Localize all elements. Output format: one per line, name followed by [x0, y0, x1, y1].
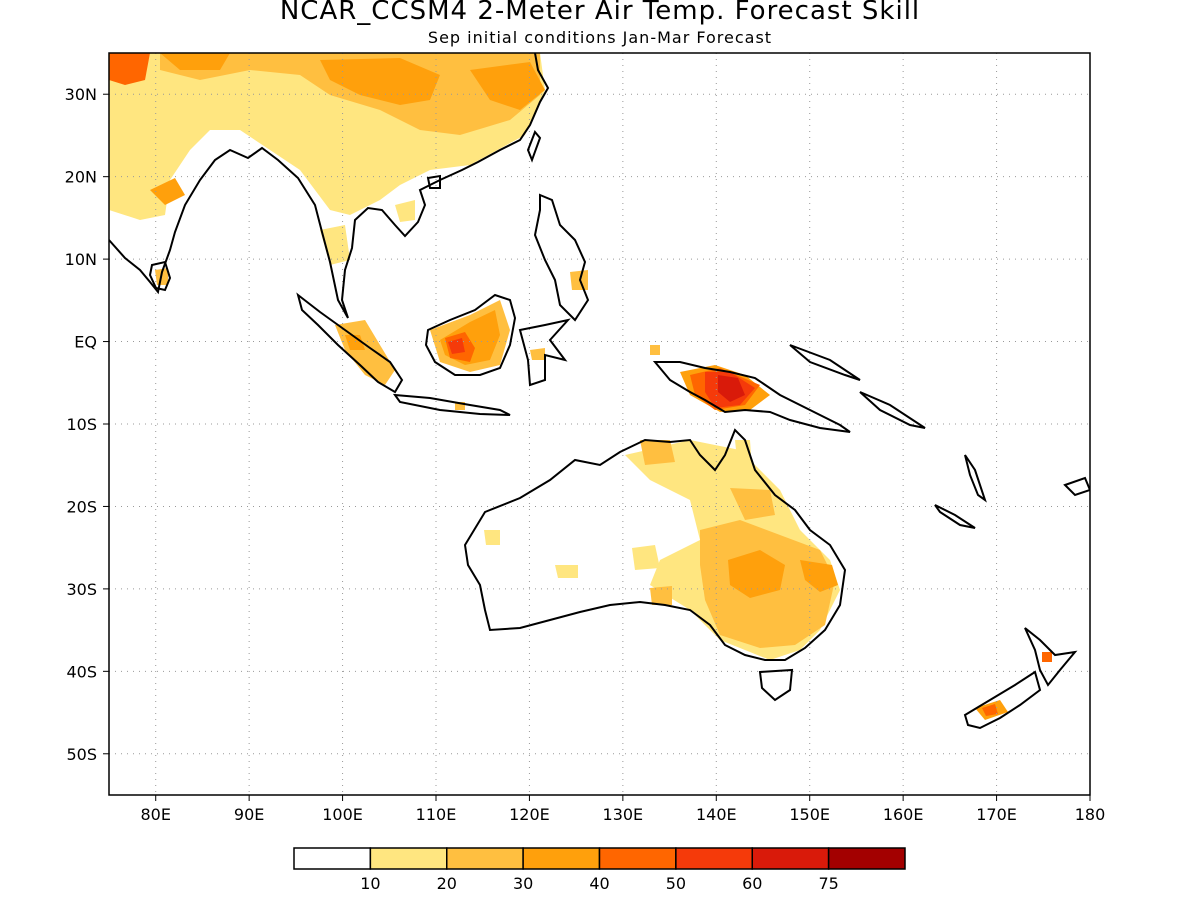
lat-axis: 30N 20N 10N EQ 10S 20S 30S 40S 50S	[65, 85, 109, 764]
skill-region-australia	[800, 560, 838, 592]
skill-region-asia	[150, 178, 185, 205]
skill-shading	[109, 53, 1052, 720]
lat-tick-label: 30S	[66, 580, 97, 599]
lat-tick-label: 50S	[66, 745, 97, 764]
skill-region-australia	[730, 488, 775, 520]
skill-region-australia	[632, 545, 660, 570]
coastline-sulawesi	[518, 318, 571, 387]
coastlines	[109, 53, 1090, 730]
coastline-borneo	[424, 293, 517, 376]
skill-region-australia	[640, 440, 675, 465]
skill-region-sumatra	[345, 335, 365, 350]
colorbar-bin	[522, 847, 601, 870]
colorbar-label: 75	[818, 874, 838, 893]
colorbar-label: 40	[589, 874, 609, 893]
coastline-newcaledonia	[934, 504, 976, 529]
lat-tick-label: 10N	[65, 250, 97, 269]
skill-region-asia	[470, 62, 545, 110]
skill-region-australia	[555, 565, 578, 578]
grid-lines	[109, 53, 1090, 795]
coastline-australia	[463, 428, 847, 661]
lat-tick-label: 10S	[66, 415, 97, 434]
lat-tick-label: 30N	[65, 85, 97, 104]
lon-tick-label: 80E	[140, 805, 170, 824]
coastline-nz-north	[1024, 627, 1078, 687]
coastline-newguinea	[652, 361, 851, 433]
lon-tick-label: 140E	[696, 805, 737, 824]
colorbar-bin	[293, 847, 372, 870]
coastline-vanuatu	[964, 454, 987, 503]
skill-region-australia	[484, 530, 500, 545]
colorbar-bin	[446, 847, 524, 870]
lon-tick-label: 160E	[883, 805, 924, 824]
skill-region-newguinea	[650, 345, 660, 355]
lon-tick-label: 110E	[416, 805, 457, 824]
coastline-hainan	[426, 174, 441, 189]
colorbar-bin	[598, 847, 677, 870]
coastline-fiji	[1063, 476, 1090, 497]
lon-tick-label: 100E	[322, 805, 363, 824]
lat-tick-label: 40S	[66, 662, 97, 681]
coastline-tasmania	[758, 668, 794, 702]
coastline-taiwan	[526, 130, 542, 163]
colorbar-label: 50	[666, 874, 686, 893]
map-title: NCAR_CCSM4 2-Meter Air Temp. Forecast Sk…	[279, 0, 921, 26]
colorbar-label: 60	[742, 874, 762, 893]
map-frame	[108, 52, 1091, 796]
lon-tick-label: 180	[1075, 805, 1106, 824]
skill-region-asia	[395, 200, 415, 222]
coastline-nz-south	[963, 670, 1042, 730]
map-subtitle: Sep initial conditions Jan-Mar Forecast	[427, 28, 773, 47]
lon-tick-label: 130E	[603, 805, 644, 824]
coastline-sumatra	[296, 292, 404, 394]
coastline-srilanka	[148, 260, 172, 292]
lon-tick-label: 170E	[976, 805, 1017, 824]
lon-tick-label: 90E	[234, 805, 264, 824]
coastline-philippines	[533, 193, 590, 322]
lon-tick-label: 120E	[509, 805, 550, 824]
skill-region-newzealand	[982, 704, 998, 716]
lon-tick-label: 150E	[789, 805, 830, 824]
coastline-solomons	[859, 391, 926, 429]
skill-region-borneo	[448, 338, 465, 354]
skill-region-asia	[160, 53, 230, 70]
colorbar-bin	[751, 847, 830, 870]
colorbar-label: 20	[437, 874, 457, 893]
lat-tick-label: EQ	[74, 333, 97, 352]
coastline-newbritain	[789, 344, 861, 381]
lat-tick-label: 20N	[65, 168, 97, 187]
skill-region-asia	[109, 53, 150, 85]
skill-region-asia	[320, 58, 440, 105]
skill-region-australia	[728, 550, 785, 598]
colorbar-label: 30	[513, 874, 533, 893]
colorbar-bin	[827, 847, 906, 870]
skill-region-newguinea	[718, 375, 745, 402]
coastline-java	[392, 393, 511, 416]
skill-region-newzealand	[1042, 652, 1052, 662]
coastline-asia	[109, 53, 550, 319]
colorbar-label: 10	[360, 874, 380, 893]
lat-tick-label: 20S	[66, 497, 97, 516]
lon-axis: 80E 90E 100E 110E 120E 130E 140E 150E 160E 170E 18…	[140, 795, 1105, 824]
colorbar: 10 20 30 40 50 60 75	[293, 847, 906, 893]
skill-region-australia	[650, 586, 672, 605]
skill-region-sulawesi	[530, 348, 545, 360]
colorbar-bin	[369, 847, 448, 870]
colorbar-bin	[675, 847, 753, 870]
